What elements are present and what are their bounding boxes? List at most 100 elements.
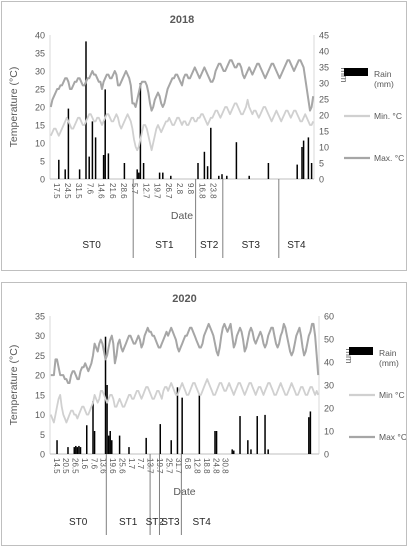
- rain-bar: [310, 163, 313, 179]
- y-tick-label-left: 15: [35, 121, 45, 131]
- y-tick-label-left: 35: [35, 49, 45, 59]
- y-tick-label-left: 30: [35, 331, 45, 341]
- rain-bar: [226, 175, 228, 179]
- stage-label: ST3: [161, 517, 180, 528]
- x-tick-label: 24.8: [211, 458, 220, 474]
- x-tick-label: 23.8: [209, 183, 218, 199]
- legend-label-line: Min °C: [379, 390, 405, 400]
- y-tick-label-left: 35: [35, 312, 45, 322]
- chart-2020: 2020 0 5 10 15 20 25 30 35 0 10 20 30 40 50 60 Temperatu…: [8, 293, 406, 535]
- x-tick-label: 28.6: [119, 183, 128, 199]
- legend-label-line: Max. °C: [374, 153, 404, 163]
- legend-label-line: Max °C: [379, 432, 406, 442]
- legend-label: Rain (mm): [379, 348, 399, 368]
- rain-bar: [139, 83, 142, 179]
- rain-bar: [79, 447, 82, 454]
- rain-bar: [107, 435, 110, 454]
- legend-label: Max. °C: [374, 153, 404, 163]
- rain-bar: [78, 169, 81, 179]
- stage-label: ST1: [155, 240, 174, 251]
- x-axis-label: Date: [173, 486, 195, 498]
- legend-label: Max °C: [379, 432, 406, 442]
- legend-swatch-rain: [344, 68, 368, 76]
- rain-bar: [128, 447, 130, 454]
- legend-label: Min. °C: [374, 111, 402, 121]
- y-tick-label-right: 10: [319, 143, 329, 153]
- rain-bar: [170, 175, 172, 179]
- x-tick-label: 19.6: [108, 458, 117, 474]
- rain-bar: [301, 147, 303, 179]
- rain-bar: [221, 174, 223, 179]
- x-tick-label: 7.6: [89, 458, 98, 470]
- rain-bar: [88, 156, 90, 179]
- rain-bar: [210, 127, 212, 179]
- min-temp-line: [49, 378, 320, 424]
- rain-bar: [247, 440, 249, 454]
- rain-bar: [309, 411, 312, 454]
- rain-bar: [308, 417, 310, 454]
- stage-label: ST2: [146, 517, 165, 528]
- rain-bar: [264, 414, 266, 454]
- x-tick-label: 13.6: [99, 458, 108, 474]
- y-tick-label-left: 15: [35, 390, 45, 400]
- rain-bar: [93, 431, 96, 454]
- stage-label: ST0: [82, 240, 101, 251]
- rain-bar: [104, 89, 106, 179]
- x-tick-label: 20.5: [61, 458, 70, 474]
- rain-bar: [296, 164, 298, 179]
- rain-bar: [75, 445, 77, 454]
- legend-label: Min °C: [379, 390, 405, 400]
- chart-panel-2020: 2020 0 5 10 15 20 25 30 35 0 10 20 30 40 50 60 Temperatu…: [1, 282, 407, 546]
- min-temp-line: [49, 98, 315, 152]
- y-axis-label-left: Temperature (°C): [8, 345, 20, 426]
- rain-bar: [136, 169, 138, 179]
- y-tick-label-right: 15: [319, 127, 329, 137]
- rain-bar: [170, 440, 172, 454]
- legend-swatch-rain: [349, 347, 373, 355]
- rain-bar: [239, 416, 241, 454]
- x-tick-label: 1.6: [80, 458, 89, 470]
- rain-bar: [73, 447, 75, 454]
- rain-bar: [64, 169, 66, 179]
- rain-bar: [102, 155, 105, 179]
- rain-bar: [233, 450, 235, 454]
- y-tick-label-left: 20: [35, 371, 45, 381]
- x-tick-label: 7.7: [136, 458, 145, 470]
- rain-bar: [107, 153, 110, 179]
- y-tick-label-left: 0: [40, 450, 45, 460]
- rain-bar: [118, 435, 121, 454]
- y-tick-label-right: 50: [324, 335, 334, 345]
- legend-label: Rain (mm): [374, 69, 394, 89]
- stage-label: ST4: [193, 517, 212, 528]
- rain-bar: [218, 175, 220, 179]
- rain-bar: [197, 163, 199, 179]
- rain-bar: [159, 424, 162, 454]
- y-tick-label-left: 10: [35, 410, 45, 420]
- rain-bar: [198, 395, 201, 454]
- rain-bar: [215, 431, 218, 454]
- rain-bar: [307, 137, 310, 179]
- y-axis-label-right: mm: [344, 349, 354, 364]
- y-tick-label-right: 10: [324, 427, 334, 437]
- x-tick-label: 18.8: [202, 458, 211, 474]
- x-tick-label: 14.5: [52, 458, 61, 474]
- x-tick-label: 25.6: [117, 458, 126, 474]
- x-tick-label: 26.7: [164, 183, 173, 199]
- stage-label: ST0: [69, 517, 88, 528]
- rain-bar: [56, 440, 58, 454]
- x-tick-label: 16.8: [197, 183, 206, 199]
- x-tick-label: 17.5: [52, 183, 61, 199]
- chart-title-2018: 2018: [170, 14, 194, 26]
- y-tick-label-left: 30: [35, 67, 45, 77]
- rain-bar: [256, 416, 258, 454]
- rain-bar: [142, 163, 145, 179]
- y-tick-label-right: 30: [319, 79, 329, 89]
- x-tick-label: 24.5: [63, 183, 72, 199]
- x-tick-label: 14.6: [97, 183, 106, 199]
- rain-bar: [111, 440, 113, 454]
- x-tick-label: 7.6: [85, 183, 94, 195]
- rain-bar: [267, 449, 269, 454]
- x-tick-label: 31.7: [174, 458, 183, 474]
- x-axis-label: Date: [171, 210, 193, 222]
- y-tick-label-left: 25: [35, 351, 45, 361]
